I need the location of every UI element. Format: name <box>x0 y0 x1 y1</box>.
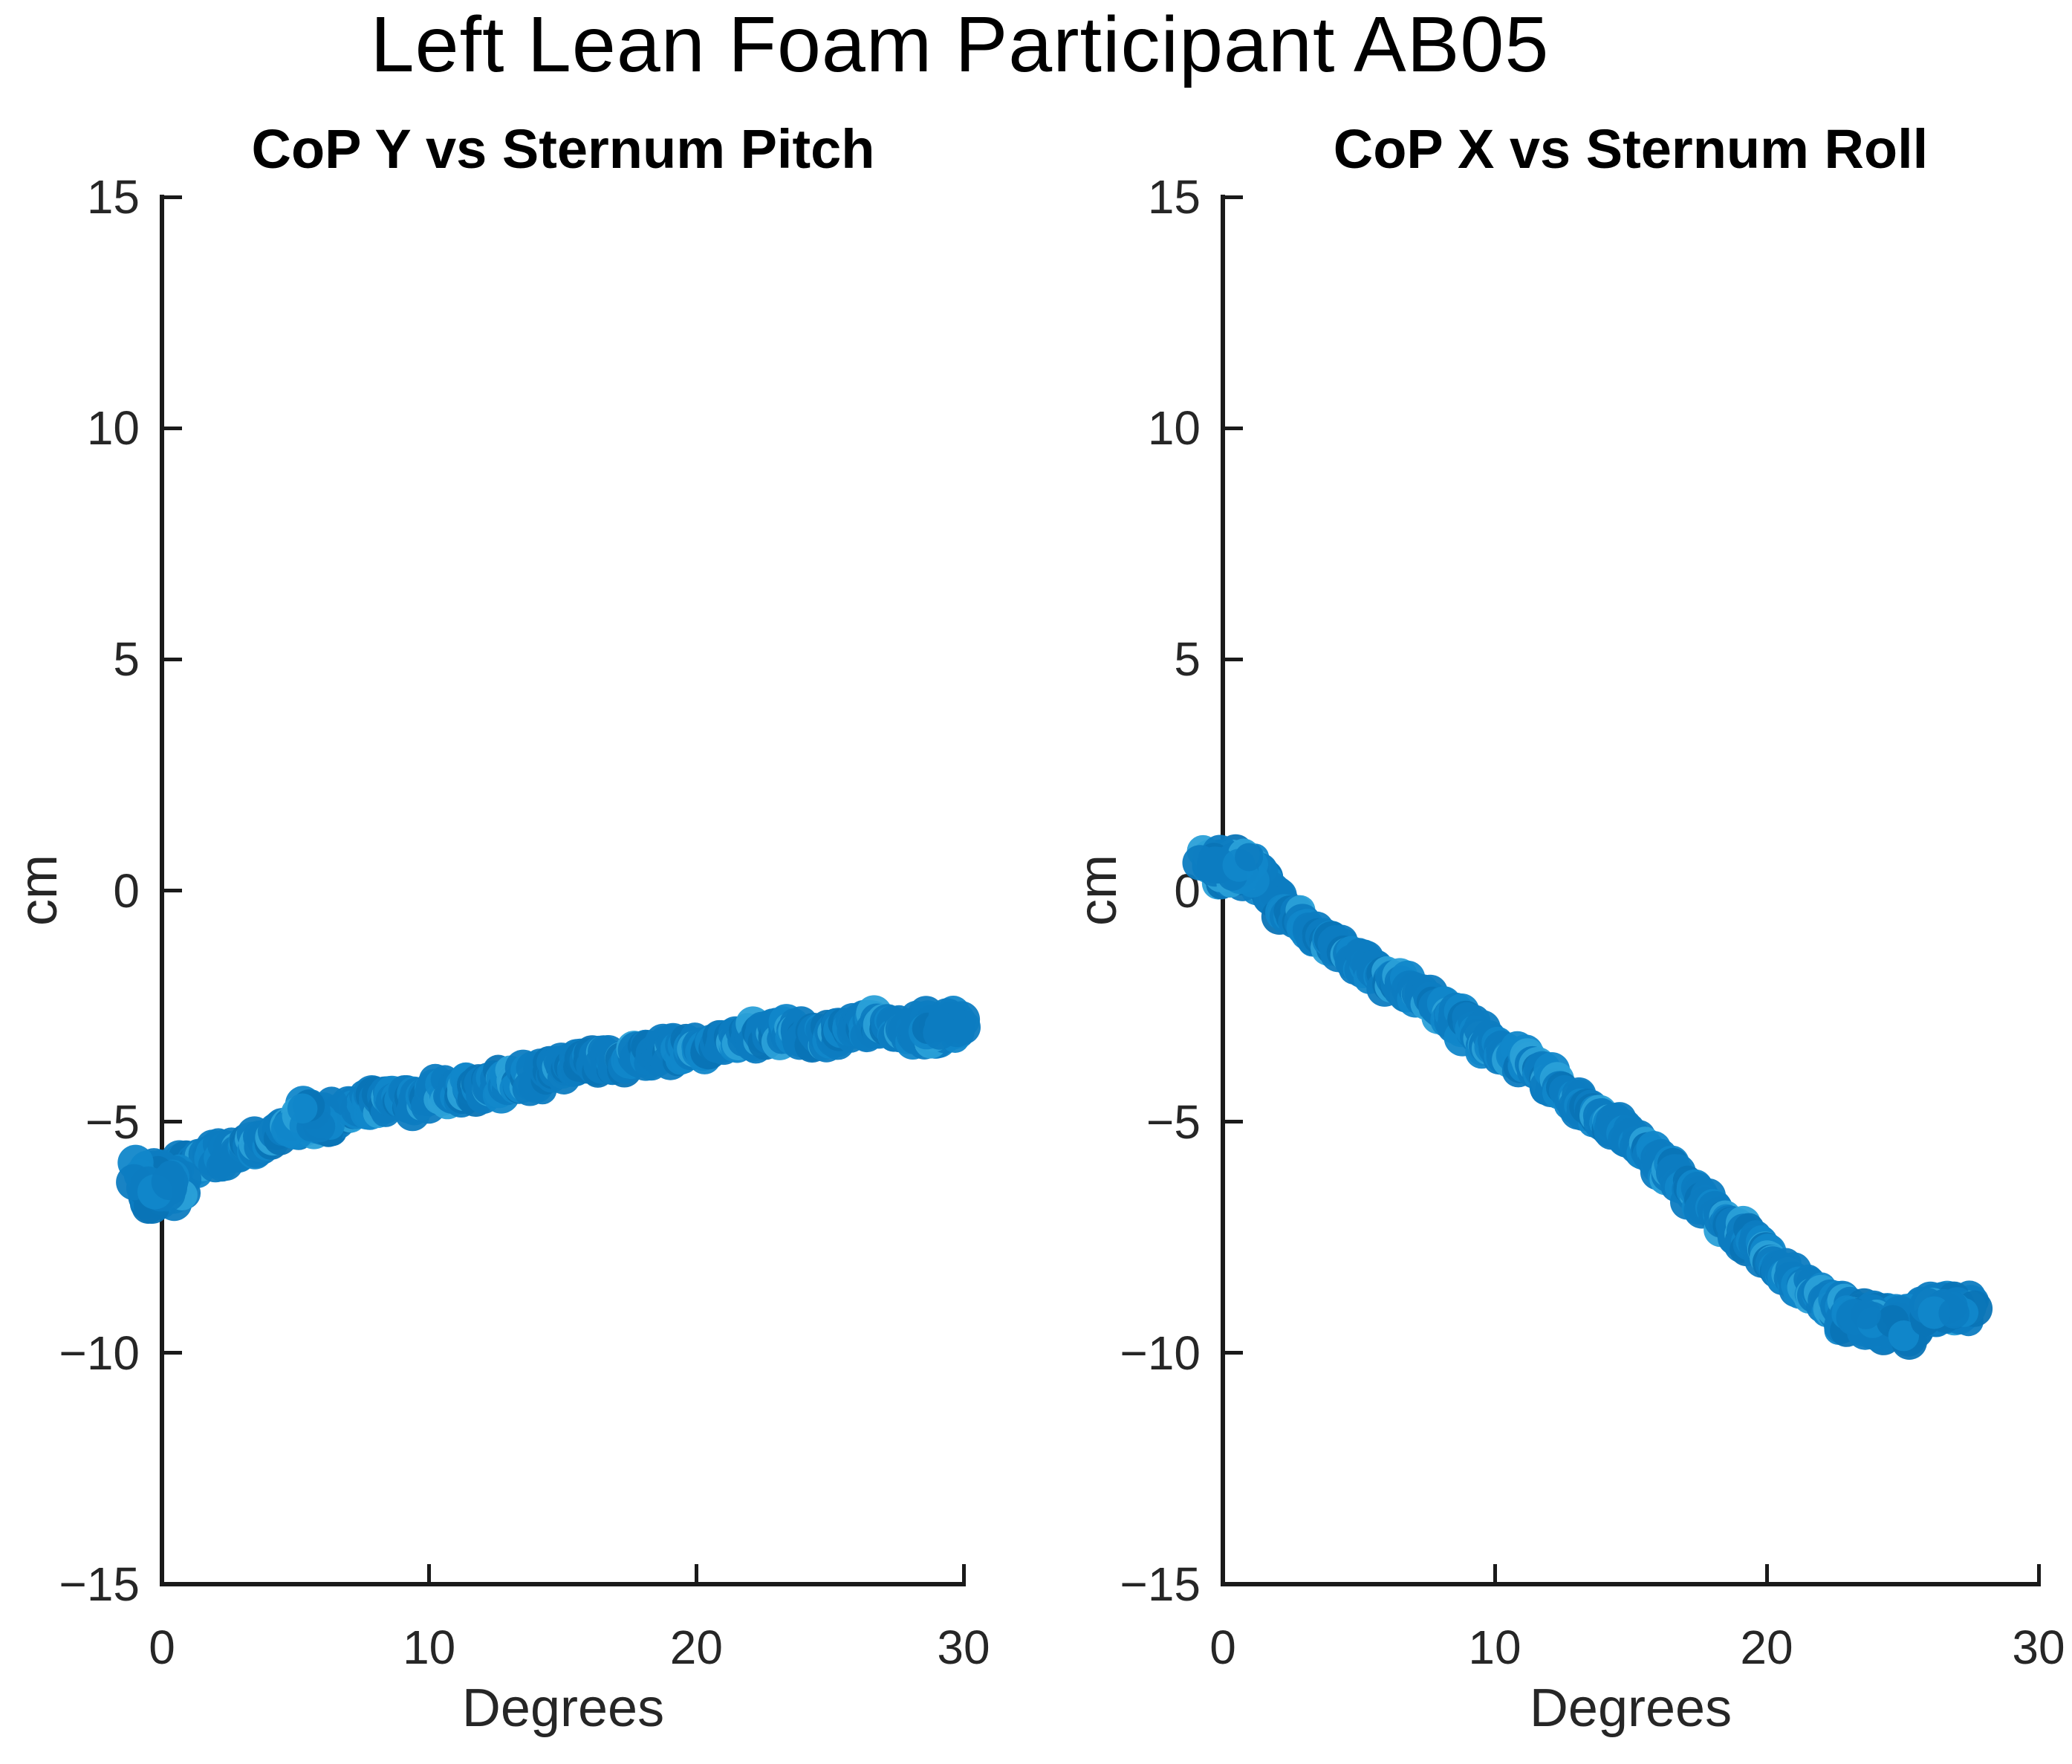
y-tick-label: 10 <box>86 401 140 455</box>
subplot-left-title: CoP Y vs Sternum Pitch <box>251 118 875 180</box>
subplot-right-title: CoP X vs Sternum Roll <box>1333 118 1929 180</box>
y-tick-label: −15 <box>59 1557 140 1611</box>
y-tick-mark <box>164 889 182 892</box>
subplot-left-xlabel: Degrees <box>461 1679 665 1738</box>
x-tick-mark <box>1493 1564 1497 1582</box>
y-tick-mark <box>1225 1582 1243 1586</box>
y-tick-label: −5 <box>1146 1095 1201 1149</box>
y-tick-label: 5 <box>113 632 140 687</box>
y-tick-label: −5 <box>85 1095 140 1149</box>
y-tick-mark <box>164 1120 182 1124</box>
y-tick-label: −15 <box>1120 1557 1201 1611</box>
y-tick-label: −10 <box>1120 1326 1201 1380</box>
x-tick-mark <box>1764 1564 1769 1582</box>
y-tick-mark <box>1225 1120 1243 1124</box>
scatter-points-left <box>116 995 981 1225</box>
x-axis-line <box>160 1582 966 1586</box>
y-tick-mark <box>164 657 182 661</box>
x-tick-label: 20 <box>1740 1621 1793 1674</box>
y-tick-label: 0 <box>113 863 140 918</box>
y-tick-mark <box>164 195 182 199</box>
x-tick-mark <box>1221 1564 1225 1582</box>
y-tick-mark <box>1225 1351 1243 1355</box>
x-tick-mark <box>2036 1564 2041 1582</box>
y-tick-mark <box>1225 657 1243 661</box>
x-tick-mark <box>160 1564 164 1582</box>
y-tick-mark <box>1225 426 1243 430</box>
y-tick-mark <box>164 426 182 430</box>
y-axis-line <box>160 195 164 1586</box>
x-axis-line <box>1221 1582 2041 1586</box>
scatter-points-right <box>1182 834 1993 1360</box>
x-tick-label: 20 <box>669 1621 723 1674</box>
x-tick-label: 0 <box>1209 1621 1236 1674</box>
y-tick-label: 15 <box>86 170 140 224</box>
x-tick-label: 10 <box>403 1621 456 1674</box>
y-tick-label: 10 <box>1147 401 1201 455</box>
y-tick-mark <box>1225 195 1243 199</box>
x-tick-label: 30 <box>937 1621 990 1674</box>
x-tick-mark <box>694 1564 698 1582</box>
y-tick-label: 5 <box>1174 632 1201 687</box>
y-tick-label: −10 <box>59 1326 140 1380</box>
x-tick-label: 0 <box>149 1621 175 1674</box>
y-tick-label: 15 <box>1147 170 1201 224</box>
y-tick-mark <box>164 1351 182 1355</box>
x-tick-label: 10 <box>1468 1621 1521 1674</box>
x-tick-label: 30 <box>2012 1621 2065 1674</box>
x-tick-mark <box>961 1564 966 1582</box>
y-tick-mark <box>164 1582 182 1586</box>
subplot-right-xlabel: Degrees <box>1529 1679 1732 1738</box>
x-tick-mark <box>427 1564 432 1582</box>
figure-title: Left Lean Foam Participant AB05 <box>370 1 1550 88</box>
